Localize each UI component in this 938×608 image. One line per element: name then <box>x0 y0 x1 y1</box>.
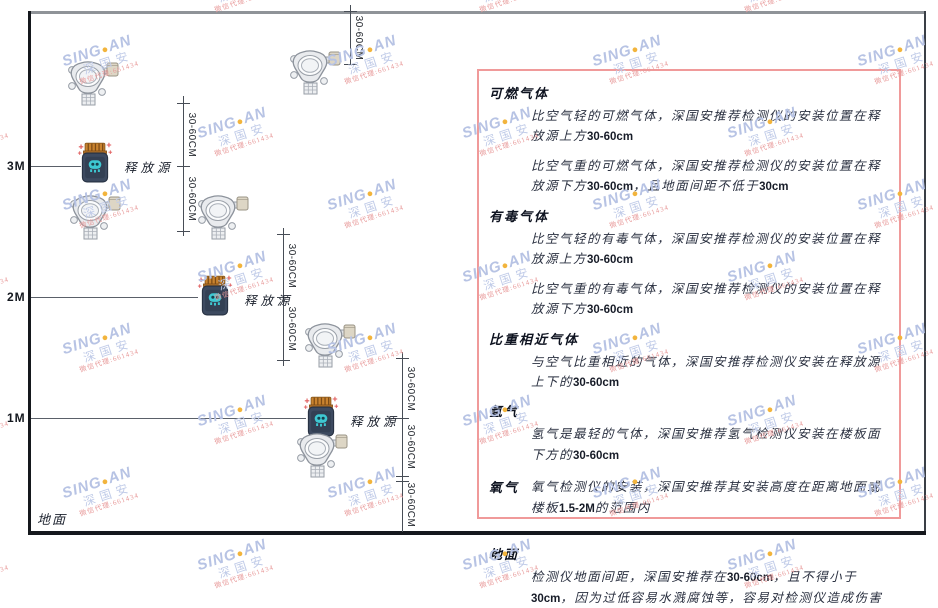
watermark-brand: SING●AN <box>195 535 269 575</box>
dim-label: 30-60CM <box>186 112 197 158</box>
gas-detector-icon <box>303 322 357 368</box>
gas-detector-icon <box>66 60 120 106</box>
panel-sections: 可燃气体比空气轻的可燃气体，深国安推荐检测仪的安装位置在释放源上方30-60cm… <box>489 83 887 608</box>
section-heading: 可燃气体 <box>489 86 550 101</box>
gas-detector-icon <box>196 194 250 240</box>
panel-section: 有毒气体比空气轻的有毒气体，深国安推荐检测仪的安装位置在释放源上方30-60cm… <box>489 206 887 320</box>
dim-line-1m <box>402 352 403 532</box>
section-body: 氧气检测仪的安装，深国安推荐其安装高度在距离地面或楼板1.5-2M的范围内 <box>531 474 887 527</box>
installation-diagram: 3M 2M 1M 地面 30-60CM 30-60CM 30-60CM 30-6… <box>7 5 926 605</box>
release-source-label: 释放源 <box>350 415 400 429</box>
section-heading: 有毒气体 <box>489 208 550 224</box>
section-body: 氢气是最轻的气体，深国安推荐氢气检测仪安装在楼板面下方的30-60cm <box>489 424 887 465</box>
section-paragraph: 比空气重的有毒气体，深国安推荐检测仪的安装位置在释放源下方30-60cm <box>531 281 882 316</box>
section-heading: 氢气 <box>489 404 520 420</box>
dim-tick <box>277 234 290 235</box>
ceiling-line <box>28 11 924 14</box>
section-heading: 比重相近气体 <box>489 331 580 347</box>
section-heading: 地面 <box>489 547 520 563</box>
dim-tick <box>396 481 409 482</box>
panel-section: 氧气 氧气检测仪的安装，深国安推荐其安装高度在距离地面或楼板1.5-2M的范围内 <box>489 474 887 527</box>
dim-label: 30-60CM <box>286 243 297 289</box>
level-line-1m-right <box>385 418 402 419</box>
release-source-label: 释放源 <box>124 161 174 175</box>
dim-label: 30-60CM <box>405 482 416 528</box>
dim-tick <box>277 297 290 298</box>
ground-label: 地面 <box>37 512 68 527</box>
gas-detector-icon <box>68 194 122 240</box>
dim-tick <box>396 418 409 419</box>
dim-tick <box>344 11 357 12</box>
release-source-label: 释放源 <box>244 294 294 308</box>
watermark-agent-line: 微信代理:661434 <box>0 562 10 590</box>
right-wall-line <box>924 11 926 534</box>
section-body: 检测仪地面间距，深国安推荐在30-60cm，且不得小于30cm，因为过低容易水溅… <box>489 567 887 608</box>
level-label-3m: 3M <box>7 159 26 173</box>
dim-tick <box>177 231 190 232</box>
section-body: 比空气轻的有毒气体，深国安推荐检测仪的安装位置在释放源上方30-60cm 比空气重… <box>489 229 887 320</box>
watermark-cjk: 深国安 <box>0 552 5 582</box>
section-paragraph: 氧气检测仪的安装，深国安推荐其安装高度在距离地面或楼板1.5-2M的范围内 <box>531 480 882 515</box>
section-body: 与空气比重相近的气体，深国安推荐检测仪安装在释放源上下的30-60cm <box>489 352 887 393</box>
watermark-cjk: 深国安 <box>216 552 270 582</box>
section-paragraph: 比空气轻的有毒气体，深国安推荐检测仪的安装位置在释放源上方30-60cm <box>531 231 882 266</box>
dim-tick <box>396 476 409 477</box>
level-line-1m <box>31 418 306 419</box>
level-line-2m <box>31 297 198 298</box>
dim-tick <box>344 64 357 65</box>
panel-section: 可燃气体比空气轻的可燃气体，深国安推荐检测仪的安装位置在释放源上方30-60cm… <box>489 83 887 197</box>
watermark-agent-line: 微信代理:661434 <box>213 562 275 590</box>
dim-line-ceiling <box>350 5 351 65</box>
release-source-icon <box>197 275 233 317</box>
dim-tick <box>396 358 409 359</box>
dim-tick <box>177 103 190 104</box>
section-paragraph: 氢气是最轻的气体，深国安推荐氢气检测仪安装在楼板面下方的30-60cm <box>531 427 882 462</box>
section-paragraph: 比空气轻的可燃气体，深国安推荐检测仪的安装位置在释放源上方30-60cm <box>531 109 882 144</box>
section-heading: 氧气 <box>489 480 520 496</box>
watermark-brand: SING●AN <box>0 535 4 560</box>
section-paragraph: 比空气重的可燃气体，深国安推荐检测仪的安装位置在释放源下方30-60cm，且地面… <box>531 158 882 194</box>
level-label-1m: 1M <box>7 411 26 425</box>
panel-section: 比重相近气体与空气比重相近的气体，深国安推荐检测仪安装在释放源上下的30-60c… <box>489 329 887 393</box>
ground-line <box>28 531 926 535</box>
gas-detector-icon <box>295 432 349 478</box>
dim-label: 30-60CM <box>405 366 416 412</box>
panel-section: 地面 检测仪地面间距，深国安推荐在30-60cm，且不得小于30cm，因为过低容易… <box>489 544 887 608</box>
section-paragraph: 检测仪地面间距，深国安推荐在30-60cm，且不得小于30cm，因为过低容易水溅… <box>531 570 883 605</box>
release-source-icon <box>77 142 113 184</box>
dim-tick <box>277 360 290 361</box>
section-body: 比空气轻的可燃气体，深国安推荐检测仪的安装位置在释放源上方30-60cm 比空气重… <box>489 106 887 197</box>
panel-section: 氢气 氢气是最轻的气体，深国安推荐氢气检测仪安装在楼板面下方的30-60cm <box>489 401 887 465</box>
left-wall-line <box>28 11 31 534</box>
dim-label: 30-60CM <box>353 15 364 61</box>
section-paragraph: 与空气比重相近的气体，深国安推荐检测仪安装在释放源上下的30-60cm <box>531 354 882 389</box>
dim-label: 30-60CM <box>405 424 416 470</box>
watermark-dot-icon: ● <box>234 546 246 561</box>
gas-detector-icon <box>288 49 342 95</box>
level-label-2m: 2M <box>7 290 26 304</box>
level-line-3m <box>31 166 81 167</box>
dim-tick <box>177 166 190 167</box>
installation-guide-panel: 可燃气体比空气轻的可燃气体，深国安推荐检测仪的安装位置在释放源上方30-60cm… <box>477 69 901 605</box>
